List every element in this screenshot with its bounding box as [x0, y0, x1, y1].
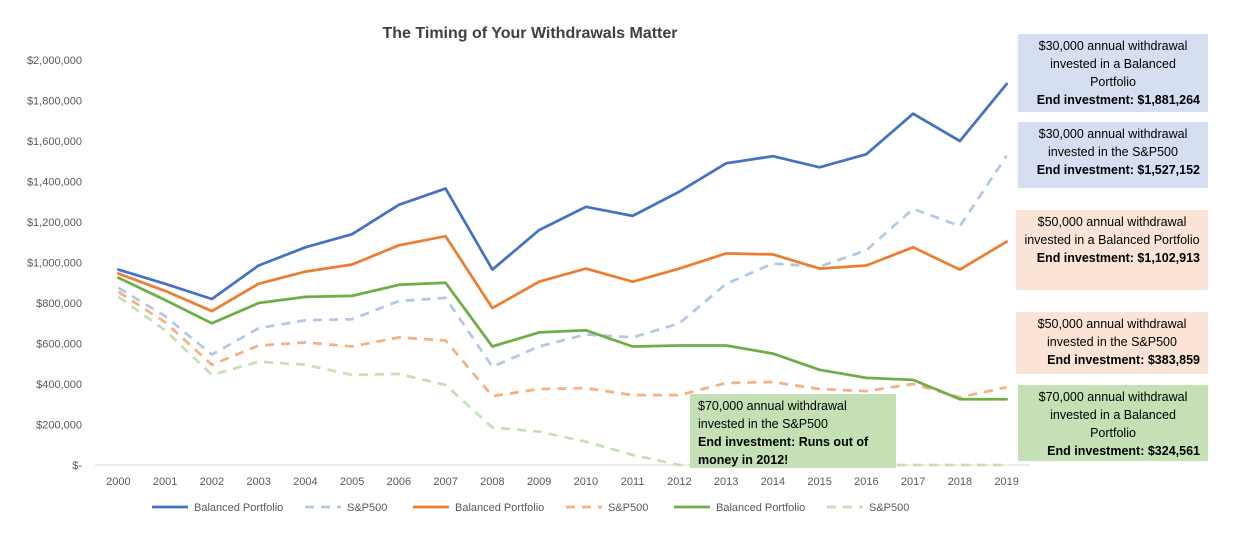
y-tick-label: $-	[72, 460, 82, 472]
callout-end-investment: End investment: $1,881,264	[1036, 93, 1200, 107]
legend-label: Balanced Portfolio	[194, 502, 283, 514]
series-line-4	[117, 290, 1007, 399]
y-tick-label: $1,200,000	[27, 217, 82, 229]
x-tick-label: 2014	[761, 476, 785, 488]
x-tick-label: 2004	[293, 476, 317, 488]
callout-70k-balanced: $70,000 annual withdrawal invested in a …	[1018, 385, 1208, 461]
y-tick-label: $1,600,000	[27, 136, 82, 148]
x-tick-label: 2001	[153, 476, 177, 488]
callout-description: $70,000 annual withdrawal invested in a …	[1038, 390, 1188, 440]
y-tick-label: $400,000	[36, 379, 82, 391]
callout-50k-sp500: $50,000 annual withdrawal invested in th…	[1016, 312, 1208, 374]
series-line-2	[117, 155, 1008, 369]
callout-description: $50,000 annual withdrawal invested in a …	[1024, 215, 1200, 247]
callout-end-investment: End investment: $324,561	[1047, 444, 1200, 458]
x-axis-ticks: 2000 2001 2002 2003 2004 2005 2006 2007 2008 2009…	[106, 476, 1019, 488]
y-tick-label: $1,000,000	[27, 258, 82, 270]
legend-label: Balanced Portfolio	[716, 502, 805, 514]
x-tick-label: 2007	[433, 476, 457, 488]
callout-description: $70,000 annual withdrawal invested in th…	[698, 399, 847, 431]
x-tick-label: 2010	[574, 476, 598, 488]
legend-label: S&P500	[869, 502, 909, 514]
x-tick-label: 2008	[480, 476, 504, 488]
callout-end-investment: End investment: $1,102,913	[1036, 251, 1200, 265]
series-line-3	[117, 234, 1008, 313]
x-tick-label: 2000	[106, 476, 130, 488]
x-tick-label: 2011	[621, 476, 645, 488]
callout-30k-sp500: $30,000 annual withdrawal invested in th…	[1018, 122, 1208, 188]
x-tick-label: 2005	[340, 476, 364, 488]
legend: Balanced Portfolio S&P500 Balanced Portfol…	[152, 502, 909, 514]
chart-title: The Timing of Your Withdrawals Matter	[383, 25, 678, 42]
x-tick-label: 2015	[807, 476, 831, 488]
x-tick-label: 2013	[714, 476, 738, 488]
x-tick-label: 2002	[200, 476, 224, 488]
callout-end-investment: End investment: $1,527,152	[1036, 163, 1200, 177]
x-tick-label: 2012	[667, 476, 691, 488]
callout-description: $50,000 annual withdrawal invested in th…	[1037, 317, 1187, 349]
legend-label: S&P500	[608, 502, 648, 514]
x-tick-label: 2017	[901, 476, 925, 488]
y-tick-label: $600,000	[36, 339, 82, 351]
x-tick-label: 2016	[854, 476, 878, 488]
x-tick-label: 2009	[527, 476, 551, 488]
callout-end-investment: End investment: $383,859	[1047, 353, 1200, 367]
legend-label: Balanced Portfolio	[455, 502, 544, 514]
y-tick-label: $1,400,000	[27, 177, 82, 189]
y-axis-ticks: $- $200,000 $400,000 $600,000 $800,000 $1,000…	[27, 55, 82, 472]
callout-70k-sp500: $70,000 annual withdrawal invested in th…	[690, 394, 896, 468]
callout-end-investment: End investment: Runs out of money in 201…	[698, 435, 869, 467]
series-lines	[117, 82, 1008, 467]
series-line-1	[117, 82, 1008, 301]
x-tick-label: 2018	[948, 476, 972, 488]
x-tick-label: 2003	[246, 476, 270, 488]
y-tick-label: $1,800,000	[27, 96, 82, 108]
x-tick-label: 2006	[387, 476, 411, 488]
callout-50k-balanced: $50,000 annual withdrawal invested in a …	[1016, 210, 1208, 290]
y-tick-label: $800,000	[36, 298, 82, 310]
y-tick-label: $200,000	[36, 420, 82, 432]
series-line-5	[117, 276, 1008, 401]
series-line-6	[117, 295, 1007, 467]
x-tick-label: 2019	[994, 476, 1018, 488]
callout-description: $30,000 annual withdrawal invested in th…	[1038, 127, 1188, 159]
callout-description: $30,000 annual withdrawal invested in a …	[1038, 39, 1188, 89]
callout-30k-balanced: $30,000 annual withdrawal invested in a …	[1018, 34, 1208, 112]
legend-label: S&P500	[347, 502, 387, 514]
y-tick-label: $2,000,000	[27, 55, 82, 67]
